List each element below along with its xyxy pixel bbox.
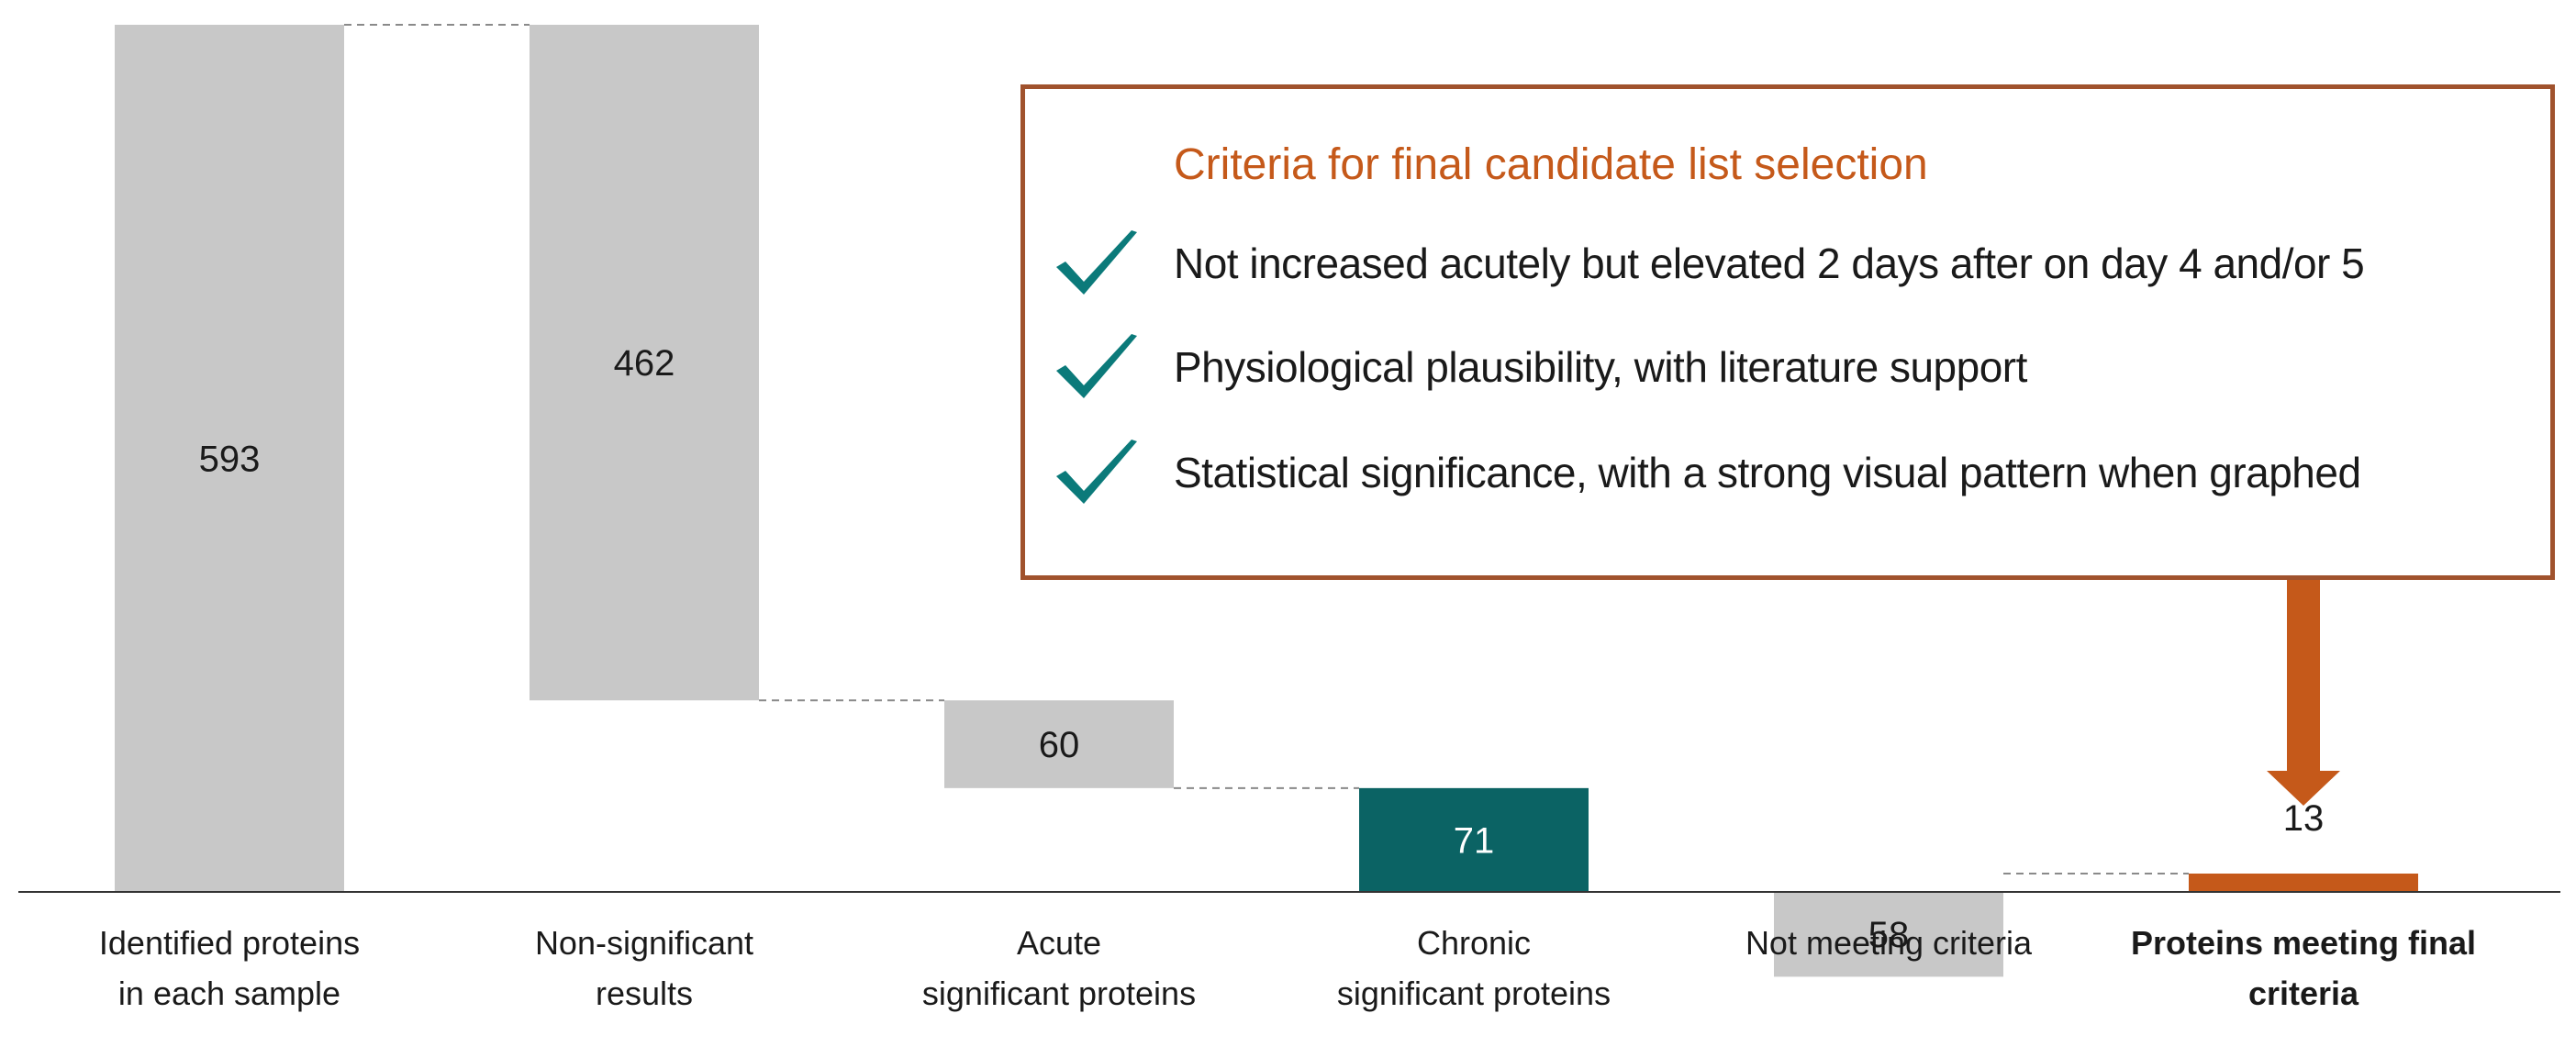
down-arrow bbox=[2267, 580, 2340, 806]
category-label-3: Acute significant proteins bbox=[922, 924, 1196, 1012]
arrow-shaft bbox=[2287, 580, 2320, 773]
category-labels: Identified proteins in each sample Non-sig… bbox=[99, 924, 2476, 1012]
criteria-item-text: Statistical significance, with a strong … bbox=[1174, 449, 2361, 496]
data-label-3: 60 bbox=[1039, 725, 1080, 765]
bar-4 bbox=[1359, 787, 1589, 892]
data-label-5: 58 bbox=[1868, 915, 1910, 955]
criteria-item-2: Physiological plausibility, with literat… bbox=[1053, 330, 2027, 404]
bar-1 bbox=[115, 25, 344, 892]
criteria-item-3: Statistical significance, with a strong … bbox=[1053, 436, 2361, 509]
category-label-2: Non-significant results bbox=[535, 924, 753, 1012]
bar-3 bbox=[944, 700, 1174, 788]
criteria-title: Criteria for final candidate list select… bbox=[1174, 140, 1928, 189]
check-icon bbox=[1056, 230, 1137, 295]
category-label-6: Proteins meeting final criteria bbox=[2131, 924, 2476, 1012]
check-icon bbox=[1056, 440, 1137, 504]
bar-6 bbox=[2189, 874, 2418, 892]
criteria-item-text: Not increased acutely but elevated 2 day… bbox=[1174, 239, 2365, 287]
category-label-4: Chronic significant proteins bbox=[1337, 924, 1611, 1012]
criteria-box: Criteria for final candidate list select… bbox=[1020, 84, 2555, 580]
data-label-2: 462 bbox=[614, 343, 675, 384]
criteria-item-text: Physiological plausibility, with literat… bbox=[1174, 343, 2027, 391]
criteria-item-1: Not increased acutely but elevated 2 day… bbox=[1053, 227, 2365, 300]
category-label-1: Identified proteins in each sample bbox=[99, 924, 360, 1012]
check-icon bbox=[1056, 334, 1137, 398]
bars bbox=[115, 25, 2418, 977]
data-label-4: 71 bbox=[1454, 820, 1495, 861]
bar-5 bbox=[1774, 892, 2003, 977]
bar-2 bbox=[530, 25, 759, 701]
arrow-head bbox=[2267, 771, 2340, 806]
category-label-5: Not meeting criteria bbox=[1745, 924, 2033, 962]
data-label-1: 593 bbox=[199, 440, 261, 480]
